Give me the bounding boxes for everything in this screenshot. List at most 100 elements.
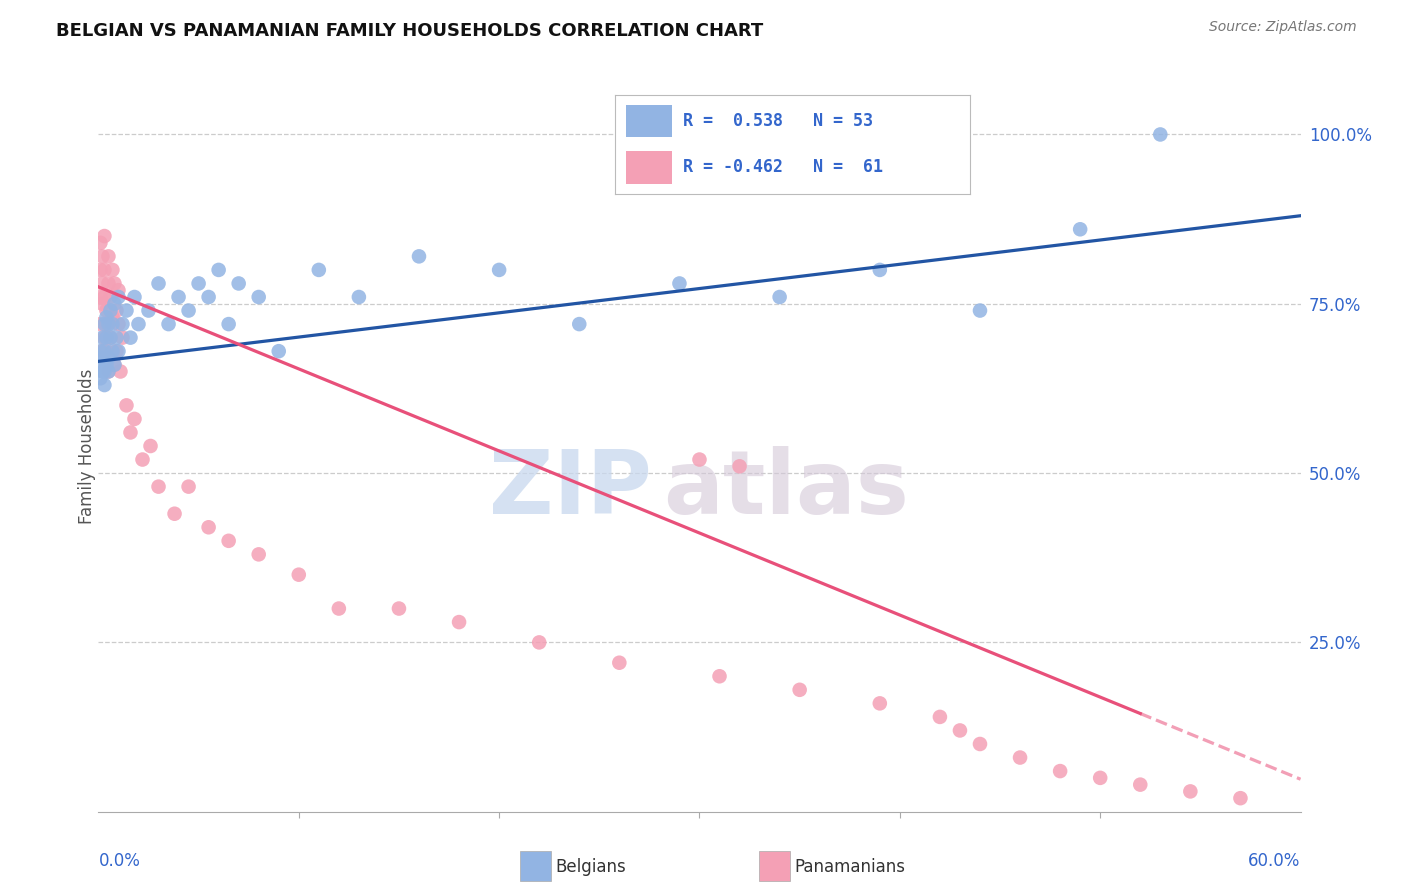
Point <box>107 290 129 304</box>
Point <box>107 283 129 297</box>
Text: ZIP: ZIP <box>489 446 651 533</box>
Point <box>103 358 125 372</box>
Text: 0.0%: 0.0% <box>98 852 141 870</box>
Point <box>97 317 120 331</box>
Point <box>111 331 134 345</box>
Point <box>1180 784 1202 798</box>
Point <box>91 351 114 365</box>
Point <box>218 533 240 548</box>
Point <box>789 682 811 697</box>
Point <box>139 439 162 453</box>
Point <box>96 303 118 318</box>
Point <box>529 635 551 649</box>
Point <box>100 331 122 345</box>
Point <box>1149 128 1171 142</box>
Point <box>131 452 153 467</box>
Point <box>100 331 122 345</box>
Point <box>97 277 120 291</box>
Point <box>869 263 891 277</box>
Point <box>101 310 124 325</box>
Point <box>247 547 270 561</box>
Point <box>247 290 270 304</box>
Point <box>228 277 250 291</box>
Point <box>103 358 125 372</box>
Point <box>768 290 790 304</box>
Point <box>488 263 510 277</box>
Point <box>969 737 991 751</box>
Point <box>91 249 114 263</box>
Point <box>93 263 115 277</box>
Point <box>208 263 231 277</box>
Point <box>1088 771 1111 785</box>
Point <box>91 277 114 291</box>
Point <box>197 290 219 304</box>
Point <box>93 290 115 304</box>
Point <box>89 371 111 385</box>
Point <box>668 277 690 291</box>
Point <box>91 364 114 378</box>
Point <box>89 235 111 250</box>
Point <box>148 480 170 494</box>
Point <box>93 317 115 331</box>
Point <box>105 344 128 359</box>
Point <box>97 351 120 365</box>
Point <box>969 303 991 318</box>
Point <box>89 358 111 372</box>
Point <box>447 615 470 629</box>
Text: BELGIAN VS PANAMANIAN FAMILY HOUSEHOLDS CORRELATION CHART: BELGIAN VS PANAMANIAN FAMILY HOUSEHOLDS … <box>56 22 763 40</box>
Point <box>167 290 190 304</box>
Point <box>100 303 122 318</box>
Point <box>408 249 430 263</box>
Point <box>105 331 128 345</box>
Point <box>187 277 209 291</box>
Point <box>728 459 751 474</box>
Point <box>93 378 115 392</box>
Text: atlas: atlas <box>664 446 910 533</box>
Point <box>157 317 180 331</box>
Text: Panamanians: Panamanians <box>794 858 905 876</box>
Point <box>869 697 891 711</box>
Point <box>96 317 118 331</box>
Point <box>568 317 591 331</box>
Point <box>1069 222 1091 236</box>
Point <box>197 520 219 534</box>
Point <box>218 317 240 331</box>
Point <box>100 290 122 304</box>
Point <box>101 317 124 331</box>
Point <box>111 317 134 331</box>
Point <box>89 263 111 277</box>
Point <box>93 229 115 244</box>
Point <box>120 331 142 345</box>
Point <box>91 331 114 345</box>
Point <box>93 364 115 378</box>
Point <box>103 277 125 291</box>
Text: Source: ZipAtlas.com: Source: ZipAtlas.com <box>1209 20 1357 34</box>
Point <box>267 344 290 359</box>
Point <box>107 344 129 359</box>
Point <box>115 303 138 318</box>
Point <box>97 249 120 263</box>
Point <box>709 669 731 683</box>
Point <box>105 303 128 318</box>
Point <box>929 710 952 724</box>
Point <box>177 303 200 318</box>
Point <box>91 297 114 311</box>
Point <box>107 317 129 331</box>
Point <box>148 277 170 291</box>
Point <box>177 480 200 494</box>
Point <box>89 317 111 331</box>
Point <box>96 310 118 325</box>
Text: 60.0%: 60.0% <box>1249 852 1301 870</box>
Point <box>97 364 120 378</box>
Point <box>120 425 142 440</box>
Point <box>96 358 118 372</box>
Point <box>93 344 115 359</box>
Point <box>288 567 311 582</box>
Point <box>96 344 118 359</box>
Point <box>328 601 350 615</box>
Text: Belgians: Belgians <box>555 858 626 876</box>
Point <box>1049 764 1071 778</box>
Point <box>124 412 146 426</box>
Point <box>89 344 111 359</box>
Point <box>89 290 111 304</box>
